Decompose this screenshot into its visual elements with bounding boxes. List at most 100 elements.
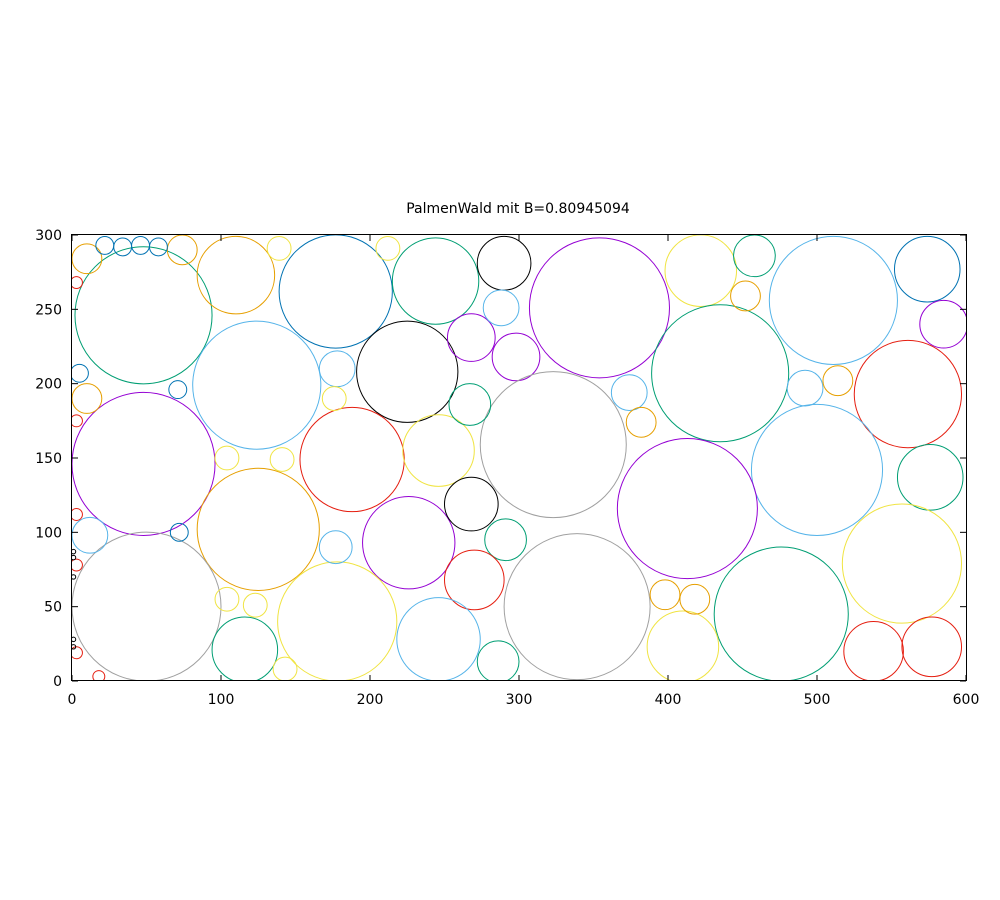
data-circle-12 xyxy=(356,320,459,423)
data-circle-17 xyxy=(853,339,963,449)
data-circle-73 xyxy=(72,558,83,572)
data-circle-1 xyxy=(196,235,276,315)
data-circle-39 xyxy=(843,620,904,681)
data-circle-13 xyxy=(446,313,496,362)
data-circle-77 xyxy=(72,554,77,561)
x-tick-label-5: 500 xyxy=(804,692,831,708)
data-circle-69 xyxy=(148,237,168,257)
data-circle-36 xyxy=(396,597,481,681)
data-circle-10 xyxy=(919,299,966,349)
data-circle-18 xyxy=(72,391,216,536)
data-circle-15 xyxy=(482,289,520,327)
data-circle-25 xyxy=(196,467,320,591)
data-circle-70 xyxy=(72,276,83,290)
data-circle-56 xyxy=(72,383,103,414)
x-tick-label-2: 200 xyxy=(357,692,384,708)
data-circle-32 xyxy=(444,549,505,611)
data-circle-35 xyxy=(211,616,279,681)
data-circle-9 xyxy=(893,235,961,303)
data-circle-64 xyxy=(168,380,188,400)
data-circle-58 xyxy=(214,586,240,612)
data-circle-54 xyxy=(166,235,198,266)
data-circle-55 xyxy=(72,243,103,275)
x-tick-label-0: 0 xyxy=(68,692,77,708)
data-circle-65 xyxy=(72,363,89,383)
data-circle-67 xyxy=(113,237,133,257)
data-circle-66 xyxy=(95,235,115,255)
x-tick-label-4: 400 xyxy=(655,692,682,708)
data-circle-57 xyxy=(72,516,109,554)
data-circle-24 xyxy=(616,438,758,580)
data-circle-23 xyxy=(896,444,964,511)
data-circle-37 xyxy=(476,640,520,681)
data-circle-62 xyxy=(272,656,298,681)
data-circle-5 xyxy=(528,237,670,379)
data-circle-19 xyxy=(299,406,405,513)
y-tick-label-6: 300 xyxy=(35,228,62,244)
data-circle-60 xyxy=(214,445,240,471)
data-circle-47 xyxy=(822,365,854,397)
data-circle-76 xyxy=(72,548,77,555)
data-circle-46 xyxy=(786,369,824,407)
data-circle-3 xyxy=(391,237,480,325)
data-circle-28 xyxy=(484,518,527,562)
data-circle-11 xyxy=(192,320,322,450)
data-circle-7 xyxy=(733,235,776,278)
data-circle-20 xyxy=(402,414,475,487)
data-circle-0 xyxy=(74,246,213,385)
y-tick-label-0: 0 xyxy=(53,674,62,690)
data-circle-22 xyxy=(750,403,884,536)
y-tick-label-4: 200 xyxy=(35,377,62,393)
data-circle-49 xyxy=(318,350,356,388)
data-circle-68 xyxy=(131,235,150,255)
data-circle-42 xyxy=(679,583,711,615)
data-circle-43 xyxy=(610,374,648,411)
data-circle-34 xyxy=(713,546,849,681)
data-circle-72 xyxy=(72,508,83,521)
plot-frame xyxy=(71,234,967,681)
data-circle-75 xyxy=(92,670,106,681)
data-circle-50 xyxy=(321,386,347,411)
data-circle-26 xyxy=(362,496,456,590)
data-circle-59 xyxy=(242,592,268,618)
data-circle-63 xyxy=(169,522,189,542)
data-circle-27 xyxy=(444,476,499,532)
data-circle-44 xyxy=(625,406,657,438)
x-tick-label-6: 600 xyxy=(953,692,980,708)
data-circle-4 xyxy=(476,235,532,291)
chart-title: PalmenWald mit B=0.80945094 xyxy=(406,201,630,217)
data-circle-61 xyxy=(269,447,295,472)
data-circle-16 xyxy=(651,304,790,443)
x-tick-label-1: 100 xyxy=(208,692,235,708)
y-tick-label-1: 50 xyxy=(44,600,62,616)
data-circle-29 xyxy=(841,503,963,624)
y-tick-label-2: 100 xyxy=(35,525,62,541)
data-circle-53 xyxy=(266,235,292,261)
data-circle-30 xyxy=(72,531,222,681)
data-circle-74 xyxy=(72,646,83,660)
data-circle-45 xyxy=(730,280,761,312)
x-tick-label-3: 300 xyxy=(506,692,533,708)
data-circle-14 xyxy=(491,332,541,382)
y-tick-label-3: 150 xyxy=(35,451,62,467)
data-circle-71 xyxy=(72,414,83,428)
data-circle-41 xyxy=(649,579,681,611)
data-circle-31 xyxy=(277,561,398,681)
ticks-layer: 0 100 200 300 400 500 600 0 50 100 150 200 250 300 xyxy=(35,228,979,708)
data-circle-78 xyxy=(72,574,77,580)
data-circle-52 xyxy=(375,235,401,261)
data-circle-80 xyxy=(72,644,77,650)
data-circle-33 xyxy=(503,533,651,681)
data-circle-79 xyxy=(72,636,77,643)
data-circle-6 xyxy=(664,235,738,307)
data-circle-38 xyxy=(646,610,720,681)
circles-layer xyxy=(72,235,966,681)
data-circle-40 xyxy=(901,616,963,678)
data-circle-51 xyxy=(318,530,353,565)
y-tick-label-5: 250 xyxy=(35,302,62,318)
data-circle-2 xyxy=(278,235,393,349)
data-circle-8 xyxy=(768,235,898,365)
data-circle-21 xyxy=(479,371,627,519)
data-circle-48 xyxy=(448,383,492,426)
